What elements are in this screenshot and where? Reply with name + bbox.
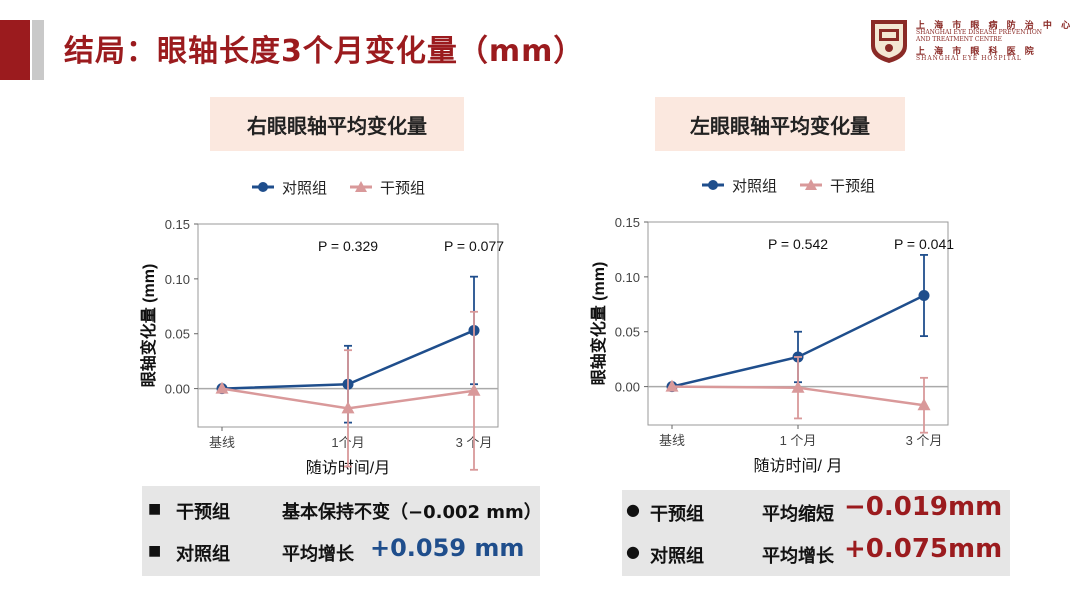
y-tick-label: 0.00 bbox=[615, 380, 640, 395]
hospital-logo-emblem-icon bbox=[871, 20, 907, 63]
left-eye-summary: ● 干预组 平均缩短 −0.019mm ● 对照组 平均增长 +0.075mm bbox=[622, 490, 1010, 576]
summary-group-label: 对照组 bbox=[176, 544, 230, 565]
summary-bullet: ● bbox=[626, 542, 640, 561]
left-eye-chart-title: 左眼眼轴平均变化量 bbox=[655, 97, 905, 151]
hospital-logo: 上 海 市 眼 病 防 治 中 心 SHANGHAI EYE DISEASE P… bbox=[868, 16, 1070, 66]
summary-description: 基本保持不变（−0.002 mm） bbox=[282, 502, 542, 523]
legend-label: 对照组 bbox=[282, 180, 327, 197]
summary-group-label: 对照组 bbox=[650, 546, 704, 567]
summary-bullet: ■ bbox=[148, 543, 162, 559]
chart-legend: 对照组 干预组 bbox=[252, 180, 425, 197]
logo-line-1: 上 海 市 眼 病 防 治 中 心 bbox=[916, 21, 1074, 31]
logo-line-4: 上 海 市 眼 科 医 院 bbox=[916, 47, 1037, 57]
y-tick-label: 0.15 bbox=[615, 215, 640, 230]
x-tick-label: 基线 bbox=[209, 435, 235, 450]
y-tick-label: 0.15 bbox=[165, 217, 190, 232]
data-point bbox=[665, 379, 679, 392]
legend-marker bbox=[805, 179, 817, 190]
summary-description: 平均缩短 bbox=[762, 504, 834, 525]
data-point bbox=[215, 381, 229, 394]
x-tick-label: 基线 bbox=[659, 433, 685, 448]
summary-value: +0.059 mm bbox=[370, 534, 525, 562]
right-eye-summary: ■ 干预组 基本保持不变（−0.002 mm） ■ 对照组 平均增长 +0.05… bbox=[142, 486, 542, 576]
legend-marker bbox=[708, 180, 718, 190]
y-tick-label: 0.10 bbox=[615, 270, 640, 285]
logo-line-5: SHANGHAI EYE HOSPITAL bbox=[916, 55, 1022, 62]
y-axis-label: 眼轴变化量 (mm) bbox=[589, 262, 608, 386]
logo-line-2: SHANGHAI EYE DISEASE PREVENTION bbox=[916, 29, 1043, 36]
accent-bar-secondary bbox=[32, 20, 44, 80]
legend-marker bbox=[355, 181, 367, 192]
summary-description: 平均增长 bbox=[762, 546, 834, 567]
data-point bbox=[791, 380, 805, 393]
summary-bullet: ■ bbox=[148, 501, 162, 517]
data-point bbox=[918, 290, 930, 302]
y-axis-label: 眼轴变化量 (mm) bbox=[139, 264, 158, 388]
legend-marker bbox=[258, 182, 268, 192]
y-tick-label: 0.10 bbox=[165, 272, 190, 287]
summary-bullet: ● bbox=[626, 500, 640, 519]
data-point bbox=[917, 398, 931, 411]
summary-group-label: 干预组 bbox=[650, 504, 704, 525]
legend-label: 干预组 bbox=[380, 180, 425, 197]
accent-bar bbox=[0, 20, 30, 80]
summary-group-label: 干预组 bbox=[176, 502, 230, 523]
logo-line-3: AND TREATMENT CENTRE bbox=[916, 36, 1003, 43]
y-tick-label: 0.00 bbox=[165, 382, 190, 397]
summary-value: −0.019mm bbox=[844, 492, 1003, 522]
data-point bbox=[341, 401, 355, 414]
data-point bbox=[467, 383, 481, 396]
slide-title: 结局：眼轴长度3个月变化量（mm） bbox=[64, 34, 585, 69]
p-value-annotation: P = 0.077 bbox=[444, 238, 504, 254]
x-axis-label: 随访时间/ 月 bbox=[754, 457, 843, 475]
summary-value: +0.075mm bbox=[844, 534, 1003, 564]
right-eye-chart-title: 右眼眼轴平均变化量 bbox=[210, 97, 464, 151]
x-axis-label: 随访时间/月 bbox=[306, 459, 390, 477]
y-tick-label: 0.05 bbox=[615, 325, 640, 340]
p-value-annotation: P = 0.542 bbox=[768, 236, 828, 252]
y-tick-label: 0.05 bbox=[165, 327, 190, 342]
x-tick-label: 3 个月 bbox=[906, 433, 943, 448]
legend-label: 干预组 bbox=[830, 178, 875, 195]
legend-label: 对照组 bbox=[732, 178, 777, 195]
p-value-annotation: P = 0.041 bbox=[894, 236, 954, 252]
p-value-annotation: P = 0.329 bbox=[318, 238, 378, 254]
summary-description: 平均增长 bbox=[282, 544, 354, 565]
x-tick-label: 1 个月 bbox=[780, 433, 817, 448]
chart-legend: 对照组 干预组 bbox=[702, 178, 875, 195]
